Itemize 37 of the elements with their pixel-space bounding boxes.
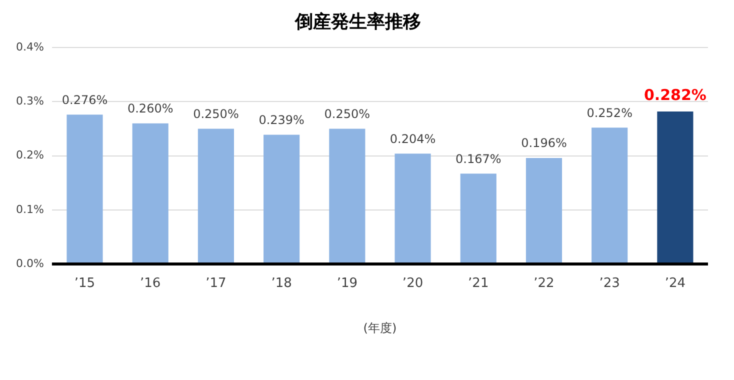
data-label: 0.250% [193, 106, 239, 121]
y-tick-label: 0.4% [16, 40, 44, 54]
data-label: 0.276% [62, 92, 108, 107]
data-label: 0.204% [390, 132, 436, 146]
x-tick-label: ’24 [664, 276, 686, 292]
data-label: 0.239% [258, 112, 304, 127]
x-tick-label: ’19 [336, 276, 358, 292]
bar [264, 134, 300, 264]
chart-title: 倒産発生率推移 [294, 11, 421, 32]
data-label: 0.282% [644, 86, 706, 104]
bar [657, 111, 694, 264]
bar [198, 128, 234, 264]
x-tick-label: ’22 [534, 276, 554, 292]
bar [460, 174, 496, 264]
x-tick-label: ’21 [468, 276, 489, 292]
x-tick-label: ’15 [74, 276, 96, 292]
bar [526, 158, 562, 264]
data-label: 0.196% [521, 136, 567, 150]
bar [592, 128, 628, 264]
y-tick-label: 0.1% [16, 202, 44, 216]
bar [66, 114, 103, 264]
y-tick-label: 0.0% [16, 256, 44, 270]
x-tick-label: ’18 [271, 276, 292, 292]
x-tick-label: ’20 [402, 276, 424, 292]
bar [394, 154, 431, 264]
data-label: 0.167% [456, 152, 502, 166]
data-label: 0.260% [127, 101, 174, 116]
y-tick-label: 0.2% [16, 148, 44, 162]
y-tick-label: 0.3% [16, 94, 44, 108]
bar [329, 128, 366, 264]
x-axis-title: (年度) [363, 320, 397, 335]
x-tick-label: ’16 [140, 276, 161, 292]
x-tick-label: ’23 [599, 276, 620, 292]
data-label: 0.252% [586, 106, 632, 120]
bar [132, 123, 168, 264]
data-label: 0.250% [324, 106, 370, 121]
x-tick-label: ’17 [206, 276, 226, 292]
